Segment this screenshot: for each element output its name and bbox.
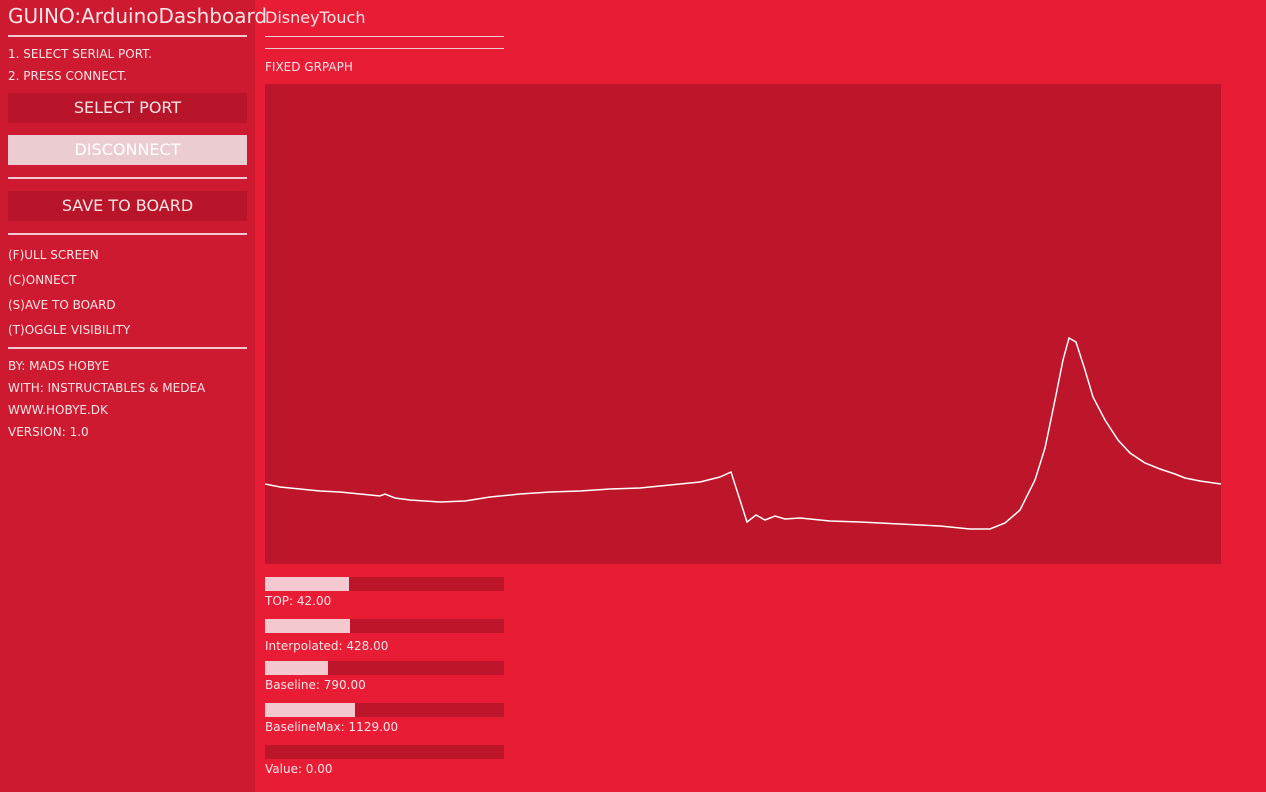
select-port-button[interactable]: SELECT PORT: [8, 93, 247, 123]
shortcut: (T)OGGLE VISIBILITY: [8, 323, 131, 337]
credit: BY: MADS HOBYE: [8, 359, 110, 373]
graph-trace: [265, 336, 1221, 530]
slider[interactable]: [265, 619, 504, 633]
slider-label: Interpolated: 428.00: [265, 639, 389, 653]
shortcut: (S)AVE TO BOARD: [8, 298, 116, 312]
divider: [8, 233, 247, 235]
slider-fill: [265, 661, 328, 675]
divider: [8, 177, 247, 179]
panel-title: DisneyTouch: [265, 8, 366, 27]
slider-label: TOP: 42.00: [265, 594, 332, 608]
credit: WWW.HOBYE.DK: [8, 403, 108, 417]
credit: WITH: INSTRUCTABLES & MEDEA: [8, 381, 206, 395]
slider-fill: [265, 577, 349, 591]
divider: [265, 48, 504, 49]
slider[interactable]: [265, 745, 504, 759]
step: 1. SELECT SERIAL PORT.: [8, 47, 152, 61]
credit: VERSION: 1.0: [8, 425, 89, 439]
slider[interactable]: [265, 703, 504, 717]
graph: [265, 84, 1221, 564]
slider-label: BaselineMax: 1129.00: [265, 720, 399, 734]
step: 2. PRESS CONNECT.: [8, 69, 127, 83]
slider-label: Value: 0.00: [265, 762, 333, 776]
slider[interactable]: [265, 577, 504, 591]
graph-label: FIXED GRPAPH: [265, 60, 353, 74]
slider-label: Baseline: 790.00: [265, 678, 366, 692]
divider: [265, 36, 504, 37]
save-button[interactable]: SAVE TO BOARD: [8, 191, 247, 221]
shortcut: (F)ULL SCREEN: [8, 248, 99, 262]
sidebar: GUINO:ArduinoDashboard 1. SELECT SERIAL …: [0, 0, 267, 792]
slider[interactable]: [265, 661, 504, 675]
shortcut: (C)ONNECT: [8, 273, 77, 287]
app-title: GUINO:ArduinoDashboard: [8, 4, 268, 28]
divider: [8, 35, 247, 37]
divider: [8, 347, 247, 349]
graph-background: [265, 84, 1221, 564]
disconnect-button[interactable]: DISCONNECT: [8, 135, 247, 165]
slider-fill: [265, 703, 355, 717]
slider-fill: [265, 619, 350, 633]
